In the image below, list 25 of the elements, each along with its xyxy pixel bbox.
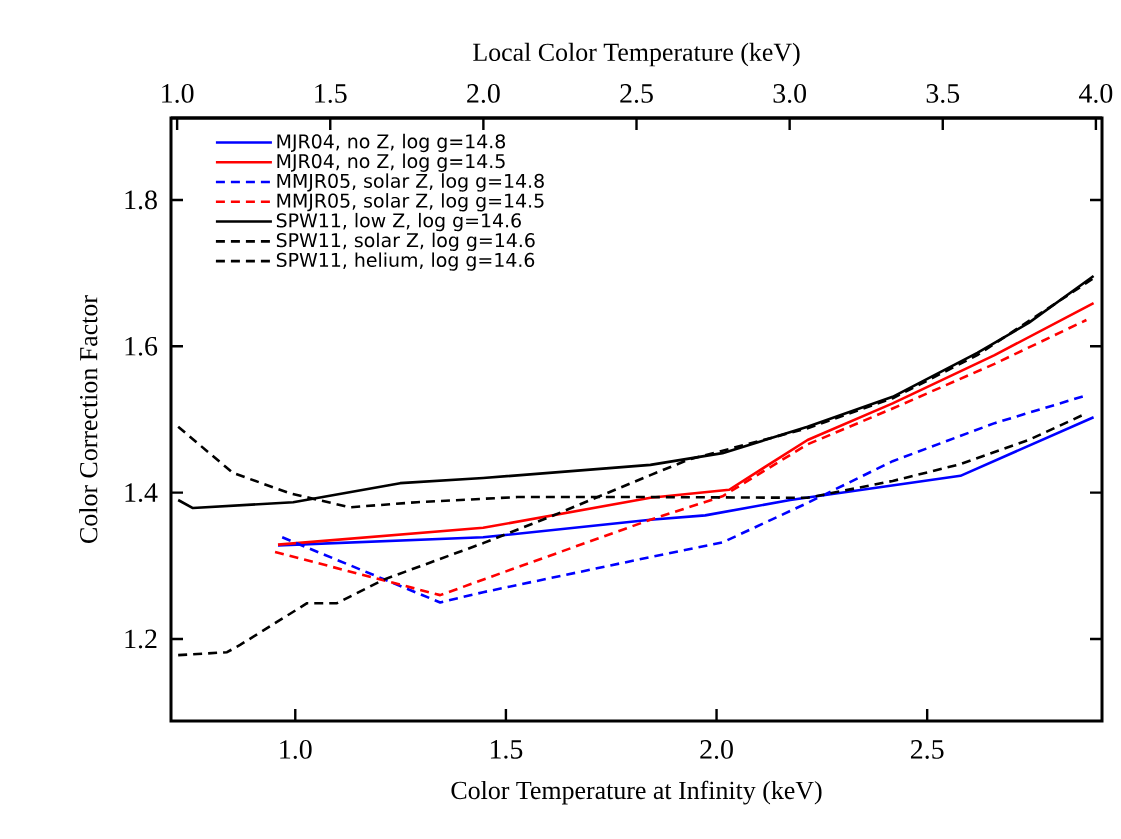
y-axis-title: Color Correction Factor	[79, 295, 98, 543]
x2-tick-label: 1.5	[315, 84, 347, 103]
x2-tick-label: 4.0	[1078, 83, 1113, 103]
y-tick-label: 1.8	[125, 190, 157, 210]
legend-label: MMJR05, solar Z, log g=14.8	[277, 173, 544, 192]
legend-label: MJR04, no Z, log g=14.8	[277, 133, 506, 153]
legend-label: MMJR05, solar Z, log g=14.5	[277, 193, 544, 212]
x-tick-label: 2.0	[700, 740, 733, 759]
x2-tick-label: 3.5	[926, 84, 960, 103]
x-tick-label: 2.5	[910, 740, 944, 759]
x-tick-label: 1.5	[490, 740, 523, 759]
x-tick-label: 1.0	[280, 740, 312, 759]
y-tick-label: 1.2	[125, 629, 157, 649]
y-tick-label: 1.6	[125, 336, 158, 356]
x2-axis-title: Local Color Temperature (keV)	[473, 42, 800, 67]
x-axis-title: Color Temperature at Infinity (keV)	[451, 780, 822, 805]
legend-label: SPW11, low Z, log g=14.6	[276, 212, 521, 232]
x2-tick-label: 2.0	[467, 83, 500, 103]
x2-tick-label: 1.0	[162, 83, 194, 103]
legend-label: MJR04, no Z, log g=14.5	[277, 153, 505, 172]
legend-label: SPW11, helium, log g=14.6	[276, 252, 535, 271]
legend-label: SPW11, solar Z, log g=14.6	[276, 232, 535, 251]
x2-tick-label: 2.5	[620, 84, 653, 103]
x2-tick-label: 3.0	[773, 83, 806, 103]
y-tick-label: 1.4	[125, 483, 158, 503]
